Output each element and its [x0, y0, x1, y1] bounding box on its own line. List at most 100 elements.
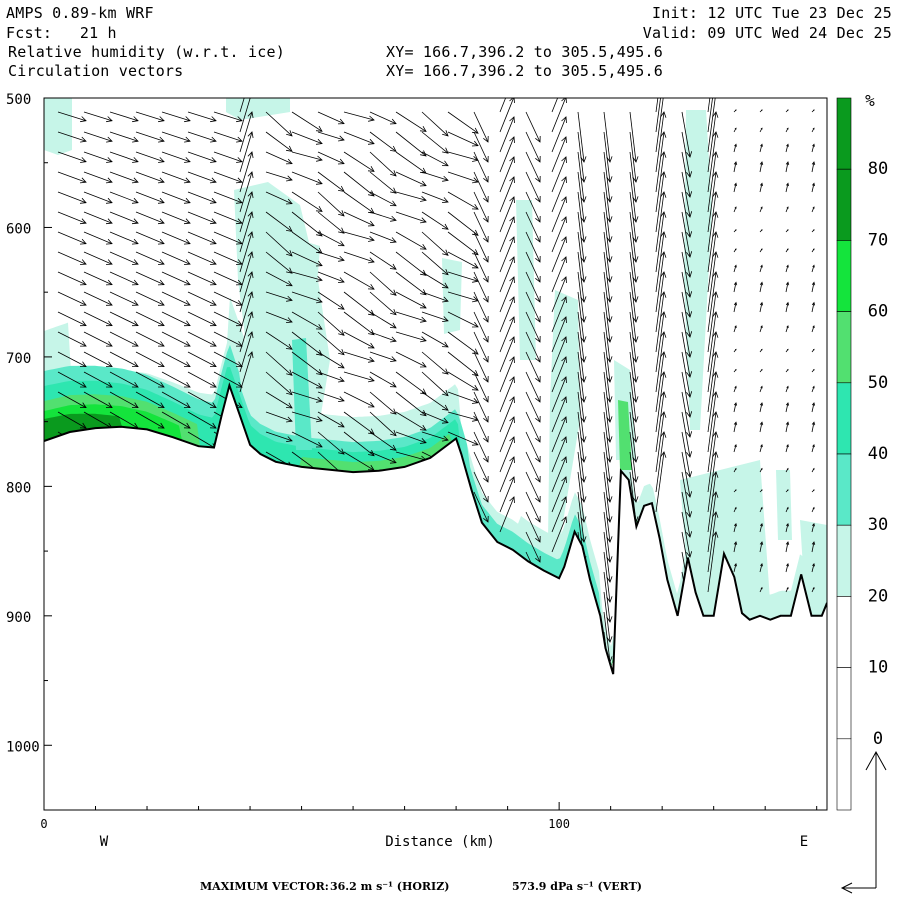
circulation-vector [239, 351, 253, 393]
circulation-vector [239, 271, 253, 313]
circulation-vector-head [286, 388, 293, 396]
circulation-vector-head [367, 220, 375, 227]
circulation-vector-head [419, 126, 427, 132]
circulation-vector [655, 171, 665, 233]
circulation-vector-head [660, 131, 667, 138]
circulation-vector-head [660, 331, 667, 338]
circulation-vector [499, 496, 515, 533]
circulation-vector-head [389, 118, 397, 125]
circulation-vector-head [79, 279, 87, 286]
circulation-vector [265, 311, 293, 323]
circulation-vector [707, 251, 717, 313]
circulation-vector [239, 231, 253, 273]
x-tick-label: 0 [40, 817, 47, 831]
circulation-vector [655, 391, 665, 453]
circulation-vector [135, 151, 165, 163]
circulation-vector [629, 431, 637, 483]
circulation-vector-head [760, 467, 763, 470]
circulation-vector-head [786, 143, 789, 147]
circulation-vector-head [786, 348, 789, 351]
circulation-vector [83, 171, 113, 183]
circulation-vector [603, 231, 611, 283]
circulation-vector [291, 271, 323, 281]
circulation-vector-head [390, 444, 397, 451]
circulation-vector-head [660, 351, 667, 358]
circulation-vector-head [561, 216, 567, 224]
circulation-vector [603, 311, 611, 363]
circulation-vector-head [483, 515, 489, 523]
circulation-vector-head [712, 431, 719, 438]
circulation-vector [759, 161, 763, 173]
circulation-vector-head [247, 111, 254, 118]
circulation-vector-head [157, 320, 165, 327]
circulation-vector [369, 411, 397, 436]
circulation-vector-head [338, 396, 345, 402]
circulation-vector-head [606, 336, 613, 343]
y-tick-label: 700 [6, 351, 31, 367]
circulation-vector [525, 131, 541, 163]
circulation-vector [655, 211, 665, 273]
circulation-vector-head [247, 231, 254, 238]
circulation-vector-head [337, 118, 345, 125]
circulation-vector-head [786, 522, 789, 527]
circulation-vector [135, 111, 165, 122]
circulation-vector-head [79, 197, 87, 204]
circulation-vector [83, 411, 113, 429]
circulation-vector-head [183, 422, 191, 429]
circulation-vector-head [787, 489, 789, 491]
circulation-vector [655, 451, 665, 513]
circulation-vector-head [286, 267, 293, 274]
circulation-vector [109, 331, 139, 347]
circulation-vector [499, 456, 515, 493]
circulation-vector-head [535, 555, 541, 563]
circulation-vector [395, 271, 427, 296]
circulation-vector-head [561, 316, 567, 324]
circulation-vector-head [483, 215, 489, 223]
circulation-vector [811, 386, 815, 393]
circulation-vector [135, 191, 165, 204]
circulation-vector [109, 211, 139, 224]
circulation-vector [499, 396, 515, 433]
circulation-vector-head [535, 355, 541, 363]
circulation-vector-head [389, 237, 397, 243]
circulation-vector [473, 191, 489, 223]
circulation-vector-head [787, 109, 789, 111]
circulation-vector-head [812, 563, 815, 567]
circulation-vector [343, 451, 375, 471]
circulation-vector-head [734, 563, 737, 567]
circulation-vector [187, 271, 217, 285]
circulation-vector [161, 211, 191, 224]
circulation-vector-head [183, 177, 191, 184]
circulation-vector-head [483, 375, 489, 383]
circulation-vector [395, 151, 427, 174]
circulation-vector-head [471, 439, 479, 446]
circulation-vector [681, 351, 691, 398]
circulation-vector-head [535, 175, 541, 183]
circulation-vector-head [812, 385, 815, 389]
circulation-vector-head [606, 396, 613, 403]
circulation-vector [291, 191, 323, 212]
circulation-vector-head [733, 301, 738, 306]
circulation-vector [473, 351, 489, 383]
rh-patch-right-1 [680, 460, 770, 610]
circulation-vector-head [580, 196, 587, 203]
circulation-vector [57, 131, 87, 142]
circulation-vector [655, 111, 665, 173]
circulation-vector-head [338, 210, 345, 217]
circulation-vector-head [786, 506, 789, 510]
circulation-vector-head [79, 259, 87, 265]
circulation-vector-head [315, 382, 323, 389]
circulation-vector-head [660, 231, 667, 238]
circulation-vector-head [632, 156, 639, 163]
circulation-vector [57, 291, 87, 306]
circulation-vector-head [419, 243, 427, 250]
circulation-vector-head [368, 190, 375, 197]
circulation-vector [603, 251, 611, 303]
circulation-vector-head [247, 151, 254, 158]
circulation-vector-head [286, 250, 293, 257]
circulation-vector-head [580, 376, 587, 383]
circulation-vector [57, 331, 87, 347]
circulation-vector [603, 371, 611, 423]
circulation-vector [577, 291, 585, 343]
circulation-vector-head [660, 371, 667, 378]
